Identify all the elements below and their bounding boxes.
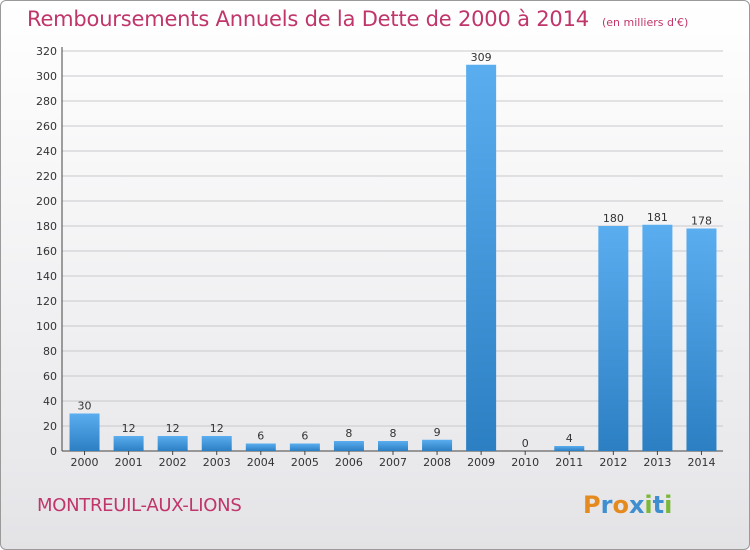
bar [422,439,453,451]
y-tick-label: 180 [36,220,57,233]
bar [289,443,320,451]
y-tick-label: 200 [36,195,57,208]
x-tick-label: 2009 [467,456,495,469]
x-tick-label: 2008 [423,456,451,469]
x-tick-label: 2011 [555,456,583,469]
bar [378,441,408,451]
bar-value-label: 8 [345,427,352,440]
y-tick-label: 20 [43,420,57,433]
bar [69,413,100,451]
bar [686,228,717,451]
bar [642,224,673,451]
x-tick-label: 2002 [159,456,187,469]
proxiti-logo: Proxiti [583,491,672,519]
y-tick-label: 160 [36,245,57,258]
chart-title: Remboursements Annuels de la Dette de 20… [27,7,589,31]
bar [113,436,144,451]
x-tick-label: 2005 [291,456,319,469]
x-tick-label: 2014 [687,456,715,469]
y-tick-label: 0 [50,445,57,458]
bar-value-label: 181 [647,211,668,224]
title-row: Remboursements Annuels de la Dette de 20… [27,7,688,31]
logo-letter: o [612,491,629,519]
x-tick-label: 2000 [71,456,99,469]
x-tick-label: 2010 [511,456,539,469]
bar-value-label: 178 [691,215,712,228]
y-tick-label: 80 [43,345,57,358]
bar-value-label: 6 [257,430,264,443]
x-tick-label: 2001 [115,456,143,469]
x-tick-label: 2007 [379,456,407,469]
y-tick-label: 120 [36,295,57,308]
bar-value-label: 4 [566,432,573,445]
y-tick-label: 60 [43,370,57,383]
y-tick-label: 300 [36,70,57,83]
place-name: MONTREUIL-AUX-LIONS [37,495,242,516]
y-tick-label: 40 [43,395,57,408]
chart-unit: (en milliers d'€) [602,16,689,29]
x-tick-label: 2013 [643,456,671,469]
bar-value-label: 6 [301,430,308,443]
x-tick-label: 2003 [203,456,231,469]
y-tick-label: 140 [36,270,57,283]
bar [598,226,629,451]
y-tick-label: 280 [36,95,57,108]
x-tick-label: 2012 [599,456,627,469]
x-tick-label: 2004 [247,456,275,469]
bar [333,441,364,451]
bar [157,436,188,451]
bar-value-label: 0 [522,437,529,450]
logo-letter: t [652,491,665,519]
bar-value-label: 30 [78,400,92,413]
bar [245,443,276,451]
y-tick-label: 100 [36,320,57,333]
y-tick-label: 320 [36,45,57,58]
bar-value-label: 309 [471,51,492,64]
x-tick-label: 2006 [335,456,363,469]
bar [201,436,232,451]
bar-value-label: 180 [603,212,624,225]
y-tick-label: 260 [36,120,57,133]
logo-letter: P [583,491,601,519]
bar-value-label: 8 [390,427,397,440]
logo-letter: x [628,491,645,519]
bar-value-label: 9 [434,426,441,439]
bar-value-label: 12 [210,422,224,435]
logo-letter: i [664,491,673,519]
bar-value-label: 12 [166,422,180,435]
logo-letter: r [600,491,613,519]
logo-letter: i [644,491,653,519]
bar-value-label: 12 [122,422,136,435]
bar [554,446,585,451]
bar [466,64,497,451]
y-tick-label: 220 [36,170,57,183]
y-tick-label: 240 [36,145,57,158]
